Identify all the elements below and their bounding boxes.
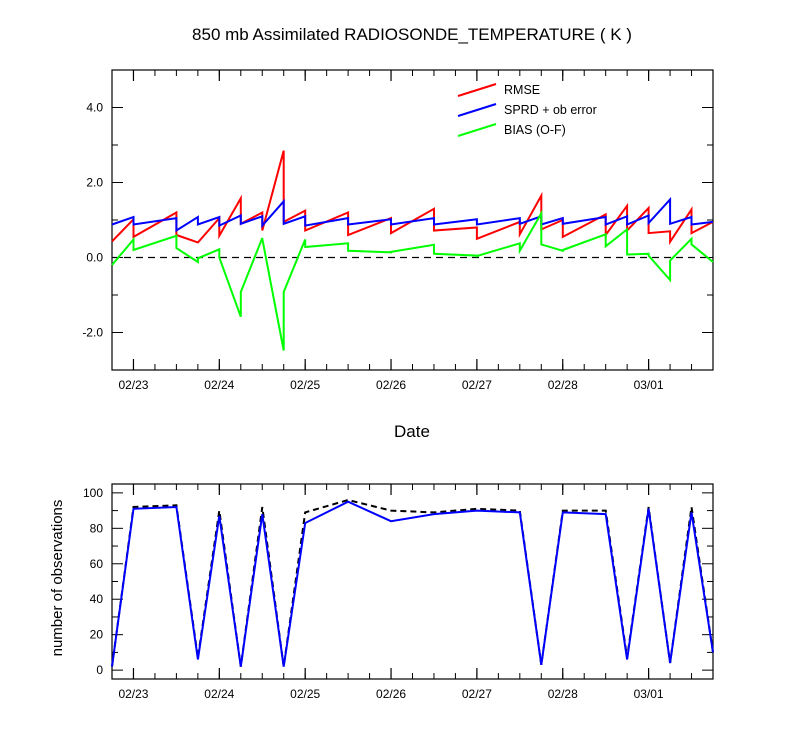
y-tick-label: 20 — [90, 628, 104, 642]
legend-entry: RMSE — [504, 83, 540, 97]
chart-title: 850 mb Assimilated RADIOSONDE_TEMPERATUR… — [192, 25, 632, 44]
x-tick-label: 03/01 — [634, 687, 664, 701]
y-tick-label: 80 — [90, 521, 104, 535]
series-line-rmse — [111, 150, 714, 246]
series-line-bias-o-f — [111, 209, 714, 351]
y-tick-label: 4.0 — [86, 101, 103, 115]
x-tick-label: 02/27 — [462, 687, 492, 701]
legend-entry: BIAS (O-F) — [504, 123, 566, 137]
y-tick-label: 40 — [90, 592, 104, 606]
y-tick-label: -2.0 — [82, 326, 103, 340]
y-tick-label: 60 — [90, 557, 104, 571]
series-line-total-observations — [111, 498, 714, 667]
x-tick-label: 02/27 — [462, 378, 492, 392]
x-tick-label: 02/25 — [290, 378, 320, 392]
x-tick-label: 02/26 — [376, 378, 406, 392]
series-line-sprd-ob-error — [111, 196, 714, 233]
plot-frame — [111, 483, 714, 680]
top-chart: 02/23 02/24 02/25 02/26 02/27 02/28 03/01 -2.0 0… — [82, 69, 714, 392]
legend-swatch — [457, 103, 497, 117]
x-tick-label: 02/24 — [204, 687, 234, 701]
y-axis-label-observations: number of observations — [49, 500, 66, 657]
x-tick-label: 02/23 — [118, 378, 148, 392]
x-axis-label: Date — [394, 422, 430, 441]
x-tick-label: 02/25 — [290, 687, 320, 701]
x-tick-label: 02/24 — [204, 378, 234, 392]
x-tick-label: 02/28 — [548, 687, 578, 701]
y-tick-label: 0.0 — [86, 251, 103, 265]
legend-swatch — [457, 123, 497, 137]
x-tick-label: 02/26 — [376, 687, 406, 701]
series-line-assimilated-observations — [111, 500, 714, 667]
legend-swatch — [457, 83, 497, 97]
y-tick-label: 0 — [96, 663, 103, 677]
x-tick-label: 02/28 — [548, 378, 578, 392]
x-tick-label: 03/01 — [634, 378, 664, 392]
y-tick-label: 100 — [83, 486, 103, 500]
bottom-chart: 02/23 02/24 02/25 02/26 02/27 02/28 03/01 0 20 40… — [83, 483, 714, 701]
y-tick-label: 2.0 — [86, 176, 103, 190]
legend-entry: SPRD + ob error — [504, 103, 597, 117]
x-tick-label: 02/23 — [118, 687, 148, 701]
